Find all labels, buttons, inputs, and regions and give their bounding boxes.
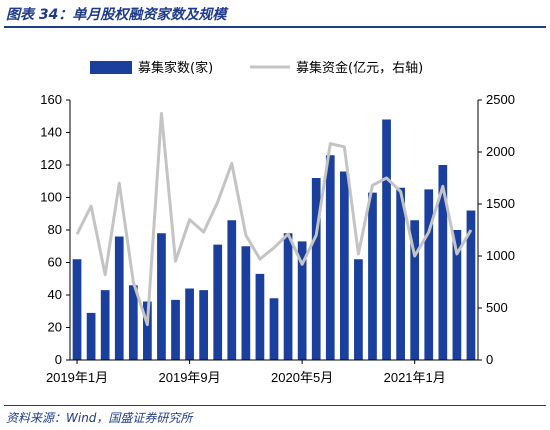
left-tick-label: 60: [48, 255, 62, 270]
right-tick-label: 500: [486, 300, 508, 315]
header-divider: [4, 26, 546, 28]
bar-2021-05: [466, 210, 476, 360]
left-tick-label: 140: [40, 125, 62, 140]
left-tick-label: 80: [48, 222, 62, 237]
legend-line-label: 募集资金(亿元，右轴): [296, 60, 423, 76]
right-tick-label: 2000: [486, 144, 515, 159]
right-tick-label: 2500: [486, 92, 515, 107]
bar-2020-08: [339, 171, 349, 360]
bar-2021-01: [410, 220, 420, 360]
bar-2020-02: [255, 273, 265, 361]
bar-2021-03: [438, 165, 448, 360]
right-tick-label: 1500: [486, 196, 515, 211]
bar-2019-01: [72, 259, 82, 360]
bar-2020-10: [368, 192, 377, 361]
x-tick-label: 2019年9月: [159, 370, 221, 385]
bar-2021-02: [424, 189, 434, 361]
bar-2020-06: [311, 178, 321, 360]
figure-header: 图表 34：单月股权融资家数及规模: [0, 0, 550, 30]
bar-2019-02: [86, 312, 96, 361]
x-tick-label: 2019年1月: [46, 370, 108, 385]
right-tick-label: 1000: [486, 248, 515, 263]
left-tick-label: 120: [40, 157, 62, 172]
bar-2020-05: [297, 241, 307, 361]
bar-2020-11: [382, 119, 391, 360]
bar-2019-12: [227, 220, 237, 360]
left-tick-label: 20: [48, 320, 62, 335]
x-tick-label: 2020年5月: [271, 370, 333, 385]
line-series-funds: [75, 112, 473, 327]
right-tick-label: 0: [486, 352, 493, 367]
left-tick-label: 100: [40, 190, 62, 205]
bar-2019-09: [185, 288, 194, 360]
bar-2019-03: [100, 290, 110, 361]
x-tick-label: 2021年1月: [384, 370, 446, 385]
left-tick-label: 0: [55, 352, 62, 367]
bar-2021-04: [452, 230, 462, 360]
bar-2019-04: [114, 236, 124, 360]
figure-title: 图表 34：单月股权融资家数及规模: [6, 7, 227, 23]
footer-divider: [4, 405, 546, 406]
source-note: 资料来源：Wind，国盛证券研究所: [6, 411, 193, 425]
legend-bar-swatch: [90, 61, 132, 74]
bar-2019-11: [213, 244, 223, 361]
bar-2020-12: [396, 187, 405, 360]
bar-2020-04: [283, 233, 293, 360]
bar-2020-01: [241, 246, 251, 360]
bar-2020-03: [269, 298, 279, 360]
legend-bar-label: 募集家数(家): [138, 60, 213, 76]
left-tick-label: 40: [48, 287, 62, 302]
bar-2019-06: [143, 301, 152, 360]
bar-2020-07: [325, 155, 335, 360]
bar-2019-08: [171, 299, 180, 361]
bar-2019-07: [157, 233, 166, 360]
bar-2019-10: [199, 290, 209, 361]
bar-2020-09: [354, 259, 363, 360]
left-tick-label: 160: [40, 92, 62, 107]
bar-2019-05: [128, 285, 138, 360]
